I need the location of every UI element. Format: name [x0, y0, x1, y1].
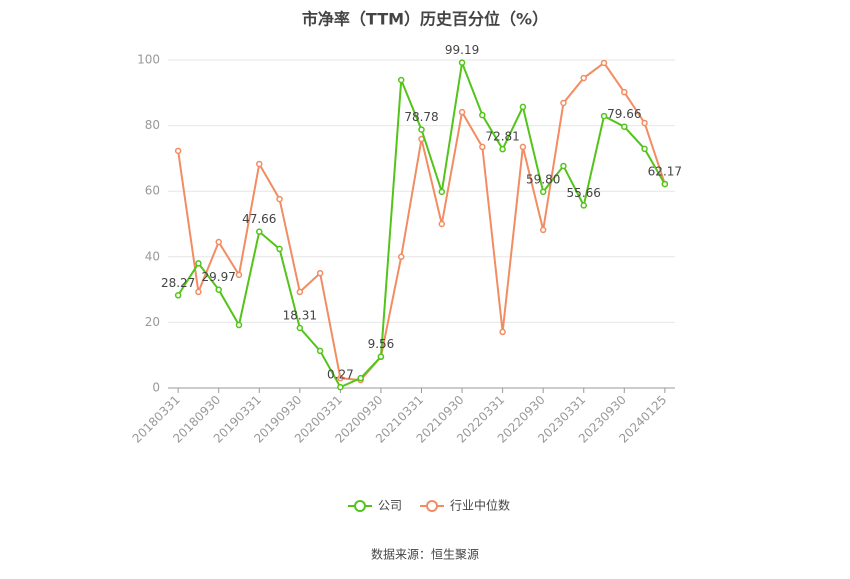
data-label: 72.81 [485, 130, 519, 144]
point [256, 160, 263, 168]
point [195, 288, 202, 296]
point [560, 162, 567, 170]
point [499, 328, 506, 336]
point [641, 145, 648, 153]
point [621, 123, 628, 130]
point [479, 143, 486, 151]
data-label: 79.66 [607, 107, 641, 121]
data-label: 62.17 [648, 165, 682, 179]
data-label: 28.27 [161, 276, 195, 290]
point [458, 59, 466, 66]
legend-label: 公司 [378, 499, 402, 513]
legend-marker [426, 500, 439, 512]
y-tick-label: 60 [145, 184, 160, 198]
point [316, 269, 324, 277]
point [458, 108, 466, 116]
chart-title: 市净率（TTM）历史百分位（%） [302, 10, 548, 29]
point [296, 288, 304, 296]
point [256, 228, 263, 235]
point [235, 321, 243, 329]
point [641, 119, 648, 127]
point [418, 126, 425, 133]
data-label: 47.66 [242, 212, 276, 226]
point [621, 88, 628, 96]
point [337, 383, 344, 391]
data-label: 55.66 [567, 186, 601, 200]
point [499, 145, 506, 153]
point [276, 195, 283, 203]
point [397, 253, 405, 261]
point [600, 112, 608, 120]
point [600, 59, 608, 67]
point [357, 374, 364, 382]
y-tick-label: 100 [137, 53, 160, 67]
point [235, 271, 243, 279]
point [580, 74, 587, 82]
point [174, 147, 182, 155]
point [560, 99, 567, 107]
data-label: 0.27 [327, 368, 354, 382]
point [316, 347, 324, 355]
data-label: 59.80 [526, 172, 560, 186]
point [438, 220, 446, 228]
point [397, 76, 405, 84]
point [276, 245, 283, 253]
point [661, 180, 669, 188]
legend-marker [354, 500, 366, 512]
point [519, 143, 527, 151]
point [215, 286, 222, 293]
y-tick-label: 40 [145, 249, 160, 263]
y-tick-label: 80 [145, 118, 160, 132]
point [580, 202, 587, 209]
legend-label: 行业中位数 [450, 498, 510, 513]
point [539, 188, 547, 196]
point [438, 188, 446, 196]
point [337, 374, 344, 382]
point [174, 292, 182, 299]
point [377, 353, 385, 360]
data-label: 29.97 [202, 270, 236, 284]
y-tick-label: 0 [152, 381, 160, 395]
point [296, 324, 304, 332]
point [479, 111, 486, 119]
source: 数据来源：恒生聚源 [371, 547, 479, 562]
data-label: 9.56 [368, 337, 395, 351]
y-tick-label: 20 [145, 315, 160, 329]
point [539, 226, 547, 234]
point [215, 238, 222, 246]
point [519, 103, 527, 111]
point [195, 260, 202, 267]
data-label: 78.78 [404, 110, 438, 124]
data-label: 99.19 [445, 43, 479, 57]
data-label: 18.31 [283, 308, 317, 322]
